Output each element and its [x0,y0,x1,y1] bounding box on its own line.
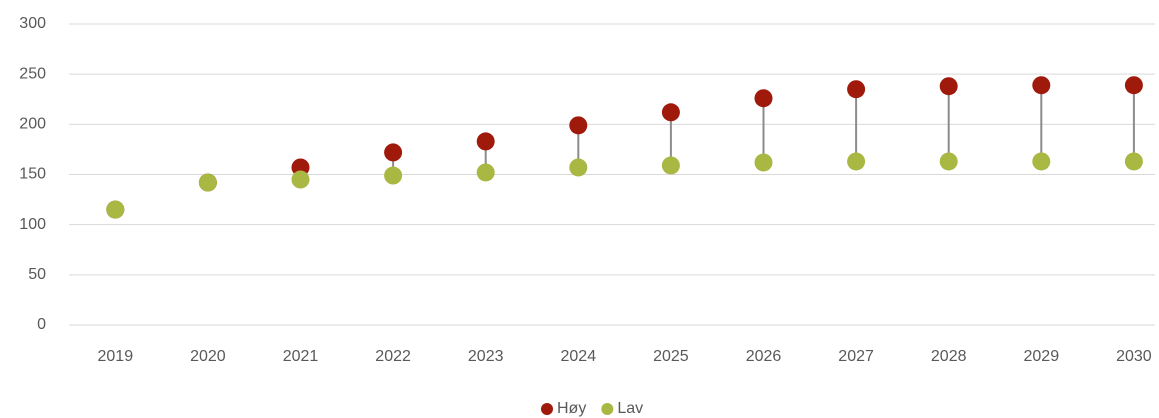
legend-marker [541,403,553,415]
dot [384,166,403,185]
dot [476,132,495,151]
dot [476,163,495,182]
dot [569,158,588,177]
dot [569,116,588,135]
dot [291,170,310,189]
y-tick-label: 250 [19,65,46,82]
legend-label: Lav [617,400,643,417]
dot [1124,152,1143,171]
dot [384,143,403,162]
x-tick-label: 2027 [838,348,874,365]
dot [1124,76,1143,95]
x-tick-label: 2025 [653,348,689,365]
x-tick-label: 2019 [98,348,134,365]
dot [847,80,866,99]
x-tick-label: 2030 [1116,348,1152,365]
dot [661,156,680,175]
dot [754,89,773,108]
x-tick-label: 2028 [931,348,967,365]
dot [661,103,680,122]
y-tick-label: 100 [19,216,46,233]
x-tick-label: 2024 [561,348,597,365]
x-tick-label: 2023 [468,348,504,365]
y-tick-label: 300 [19,15,46,32]
y-tick-label: 50 [28,266,46,283]
dot [1032,152,1051,171]
x-tick-label: 2020 [190,348,226,365]
dot [198,173,217,192]
x-tick-label: 2021 [283,348,319,365]
dot [1032,76,1051,95]
legend-label: Høy [557,400,586,417]
y-tick-label: 200 [19,116,46,133]
x-tick-label: 2026 [746,348,782,365]
y-tick-label: 150 [19,166,46,183]
y-tick-label: 0 [37,316,46,333]
x-tick-label: 2022 [375,348,411,365]
dot [754,153,773,172]
x-tick-label: 2029 [1024,348,1060,365]
legend-marker [601,403,614,415]
dot [847,152,866,171]
dot [106,200,125,219]
dot [939,152,958,171]
dot [939,77,958,96]
